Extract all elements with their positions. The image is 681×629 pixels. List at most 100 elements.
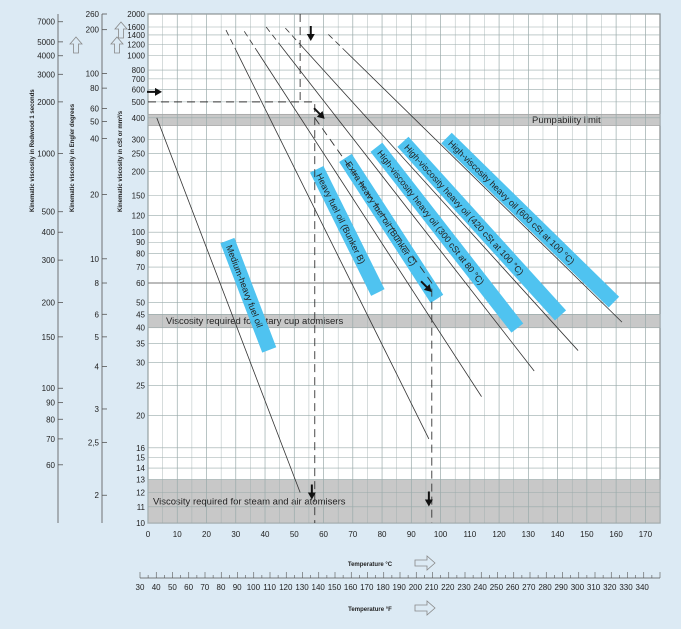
up-arrow-outline bbox=[110, 36, 124, 54]
redwood-tick: 2000 bbox=[37, 98, 55, 107]
x-tick-f: 80 bbox=[217, 583, 226, 592]
y-tick-cst: 100 bbox=[132, 228, 146, 237]
redwood-tick: 7000 bbox=[37, 18, 55, 27]
x-tick-c: 60 bbox=[319, 530, 328, 539]
guide-line bbox=[314, 117, 433, 523]
arrow-head bbox=[155, 87, 162, 96]
x-tick-f: 310 bbox=[587, 583, 601, 592]
x-tick-c: 50 bbox=[290, 530, 299, 539]
redwood-tick: 90 bbox=[46, 399, 55, 408]
y-tick-cst: 150 bbox=[132, 192, 146, 201]
engler-tick: 8 bbox=[95, 279, 100, 288]
series-label-bg bbox=[220, 237, 277, 353]
y-tick-cst: 40 bbox=[136, 324, 145, 333]
redwood-tick: 150 bbox=[42, 333, 56, 342]
series-line bbox=[255, 49, 482, 397]
redwood-tick: 80 bbox=[46, 415, 55, 424]
redwood-tick: 300 bbox=[42, 256, 56, 265]
y-tick-cst: 400 bbox=[132, 114, 146, 123]
series-label-bg bbox=[397, 136, 567, 321]
y-tick-cst: 50 bbox=[136, 299, 145, 308]
y-tick-cst: 80 bbox=[136, 250, 145, 259]
y-tick-cst: 1000 bbox=[127, 52, 145, 61]
y-tick-cst: 500 bbox=[132, 98, 146, 107]
right-arrow-outline bbox=[414, 600, 436, 616]
series-line-extension bbox=[328, 34, 345, 51]
redwood-tick: 1000 bbox=[37, 149, 55, 158]
redwood-tick: 400 bbox=[42, 228, 56, 237]
y-tick-cst: 16 bbox=[136, 444, 145, 453]
y-tick-cst: 1200 bbox=[127, 40, 145, 49]
y-tick-cst: 700 bbox=[132, 75, 146, 84]
arrow-right-icon bbox=[147, 87, 162, 96]
redwood-tick: 4000 bbox=[37, 52, 55, 61]
up-arrow-icon bbox=[69, 36, 83, 54]
x-tick-c: 20 bbox=[202, 530, 211, 539]
x-tick-c: 120 bbox=[492, 530, 506, 539]
engler-tick: 200 bbox=[86, 26, 100, 35]
x-tick-f: 180 bbox=[376, 583, 390, 592]
xlabel-f: Temperature °F bbox=[348, 607, 392, 613]
x-tick-f: 190 bbox=[393, 583, 407, 592]
arrow-down-icon bbox=[307, 484, 316, 500]
redwood-tick: 70 bbox=[46, 435, 55, 444]
x-tick-f: 280 bbox=[538, 583, 552, 592]
series-line bbox=[156, 117, 301, 493]
x-tick-c: 90 bbox=[407, 530, 416, 539]
up-arrow-outline bbox=[114, 21, 128, 39]
x-tick-f: 110 bbox=[263, 583, 276, 592]
band-label: Viscosity required for steam and air ato… bbox=[153, 496, 346, 507]
y-tick-cst: 1400 bbox=[127, 31, 145, 40]
engler-tick: 80 bbox=[90, 84, 99, 93]
x-tick-c: 80 bbox=[378, 530, 387, 539]
engler-tick: 40 bbox=[90, 135, 99, 144]
x-tick-f: 240 bbox=[474, 583, 488, 592]
y-tick-cst: 15 bbox=[136, 454, 145, 463]
arrow-head bbox=[306, 34, 315, 41]
band-label: Pumpability limit bbox=[532, 115, 601, 126]
grid-layer bbox=[147, 13, 661, 524]
y-tick-cst: 250 bbox=[132, 149, 146, 158]
engler-tick: 5 bbox=[95, 333, 100, 342]
y-tick-cst: 1600 bbox=[127, 23, 145, 32]
engler-tick: 260 bbox=[86, 10, 100, 19]
engler-tick: 20 bbox=[90, 190, 99, 199]
series-label-bg bbox=[441, 132, 620, 308]
x-tick-f: 290 bbox=[555, 583, 569, 592]
x-tick-c: 150 bbox=[580, 530, 594, 539]
x-tick-f: 90 bbox=[233, 583, 242, 592]
x-tick-f: 140 bbox=[312, 583, 326, 592]
y-tick-cst: 13 bbox=[136, 476, 145, 485]
arrow-down-icon bbox=[306, 26, 315, 41]
guide-line bbox=[148, 101, 316, 523]
redwood-tick: 5000 bbox=[37, 38, 55, 47]
x-tick-f: 120 bbox=[279, 583, 293, 592]
y-tick-cst: 800 bbox=[132, 66, 146, 75]
x-tick-f: 260 bbox=[506, 583, 520, 592]
up-arrow-icon bbox=[110, 36, 124, 54]
x-tick-f: 50 bbox=[168, 583, 177, 592]
series-line-extension bbox=[265, 26, 280, 45]
x-tick-f: 230 bbox=[457, 583, 471, 592]
series-line bbox=[235, 49, 430, 440]
arrow-diagonal-icon bbox=[313, 107, 325, 119]
redwood-tick: 200 bbox=[42, 299, 56, 308]
series-line-extension bbox=[225, 29, 237, 50]
engler-tick: 3 bbox=[95, 405, 100, 414]
x-tick-f: 30 bbox=[136, 583, 145, 592]
x-tick-f: 70 bbox=[200, 583, 209, 592]
axes-layer: 2000160014001200100080070060050040030025… bbox=[30, 10, 661, 616]
x-tick-f: 330 bbox=[619, 583, 633, 592]
x-tick-c: 30 bbox=[231, 530, 240, 539]
x-tick-c: 0 bbox=[146, 530, 151, 539]
y-tick-cst: 120 bbox=[132, 211, 146, 220]
right-arrow-icon bbox=[414, 600, 436, 616]
x-tick-f: 300 bbox=[571, 583, 585, 592]
series-line-extension bbox=[285, 27, 301, 45]
x-tick-c: 140 bbox=[551, 530, 565, 539]
x-tick-f: 200 bbox=[409, 583, 423, 592]
y-tick-cst: 70 bbox=[136, 263, 145, 272]
x-tick-c: 130 bbox=[522, 530, 536, 539]
series-line bbox=[279, 44, 535, 372]
